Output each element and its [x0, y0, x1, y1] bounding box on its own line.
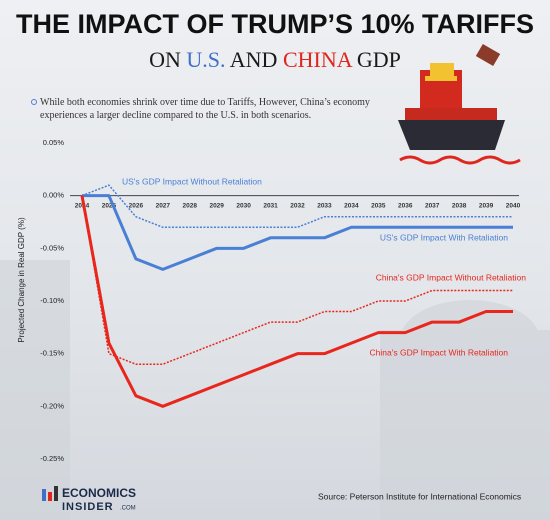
logo-suffix: .COM: [120, 506, 136, 512]
subtitle-part: ON: [149, 47, 181, 72]
x-tick-label: 2028: [183, 202, 198, 209]
x-tick-label: 2036: [398, 202, 413, 209]
logo-top: ECONOMICS: [62, 486, 136, 500]
chart-subtitle: ON U.S. AND CHINA GDP: [149, 47, 401, 72]
series-label: China's GDP Impact Without Retaliation: [376, 272, 527, 282]
description: While both economies shrink over time du…: [40, 97, 370, 121]
x-tick-label: 2040: [506, 202, 521, 209]
y-tick-label: 0.00%: [43, 191, 65, 200]
y-tick-label: 0.05%: [43, 138, 65, 147]
ship-icon: [398, 43, 521, 165]
building-silhouette: [0, 260, 550, 520]
subtitle-part: GDP: [357, 47, 401, 72]
x-tick-label: 2026: [129, 202, 144, 209]
series-line: [81, 195, 513, 365]
x-tick-label: 2032: [290, 202, 305, 209]
x-tick-label: 2037: [425, 202, 440, 209]
series-label: US's GDP Impact With Retaliation: [380, 232, 508, 242]
x-tick-label: 2024: [75, 202, 90, 209]
x-tick-label: 2031: [263, 202, 278, 209]
x-tick-label: 2027: [156, 202, 171, 209]
logo-bottom: INSIDER: [62, 501, 114, 513]
source: Source: Peterson Institute for Internati…: [318, 491, 521, 501]
y-tick-label: -0.10%: [40, 296, 64, 305]
x-tick-label: 2034: [344, 202, 359, 209]
series-line: [80, 195, 513, 408]
logo: ECONOMICS INSIDER .COM: [42, 486, 136, 513]
subtitle-part: U.S.: [186, 47, 225, 72]
x-tick-label: 2030: [236, 202, 251, 209]
y-tick-label: -0.20%: [40, 401, 64, 410]
y-tick-label: -0.15%: [40, 349, 64, 358]
y-axis-label: Projected Change in Real GDP (%): [17, 217, 26, 343]
x-tick-label: 2029: [209, 202, 224, 209]
series-label: US's GDP Impact Without Retaliation: [122, 176, 262, 186]
bullet: [31, 99, 37, 105]
series-label: China's GDP Impact With Retaliation: [370, 347, 509, 357]
x-tick-label: 2039: [479, 202, 494, 209]
subtitle-part: AND: [230, 47, 278, 72]
chart-title: THE IMPACT OF TRUMP’S 10% TARIFFS: [16, 9, 534, 39]
x-tick-label: 2033: [317, 202, 332, 209]
y-tick-label: -0.25%: [40, 454, 64, 463]
x-tick-label: 2025: [102, 202, 117, 209]
series-line: [81, 184, 513, 229]
y-tick-label: -0.05%: [40, 243, 64, 252]
x-tick-label: 2038: [452, 202, 467, 209]
series-line: [82, 194, 513, 271]
subtitle-part: CHINA: [283, 47, 353, 72]
x-tick-label: 2035: [371, 202, 386, 209]
